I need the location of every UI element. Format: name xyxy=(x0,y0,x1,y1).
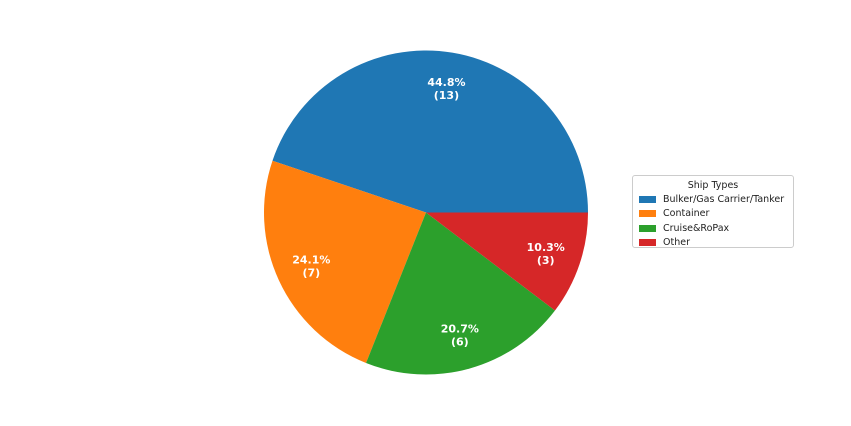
legend-swatch xyxy=(639,195,656,203)
pie-slice-2 xyxy=(366,212,555,375)
slice-count-label: (3) xyxy=(537,254,555,267)
slice-percent-label: 24.1% xyxy=(292,254,330,267)
pie-labels: 44.8%(13) 24.1%(7) 20.7%(6) 10.3%(3) xyxy=(292,76,565,348)
slice-percent-label: 10.3% xyxy=(527,241,565,254)
legend-label: Container xyxy=(663,208,710,220)
slice-percent-label: 44.8% xyxy=(427,76,465,89)
slice-count-label: (13) xyxy=(434,89,459,102)
legend-item-container: Container xyxy=(633,207,793,222)
legend-swatch xyxy=(639,239,656,247)
slice-percent-label: 20.7% xyxy=(441,322,479,335)
legend-label: Cruise&RoPax xyxy=(663,222,730,234)
pie-slice-3 xyxy=(426,212,588,311)
legend-item-cruise-ropax: Cruise&RoPax xyxy=(633,221,793,236)
slice-count-label: (6) xyxy=(451,335,469,348)
legend: Ship Types Bulker/Gas Carrier/Tanker Con… xyxy=(632,175,794,248)
legend-item-other: Other xyxy=(633,236,793,251)
slice-count-label: (7) xyxy=(302,267,320,280)
pie-slice-1 xyxy=(264,160,426,363)
legend-swatch xyxy=(639,224,656,232)
legend-label: Other xyxy=(663,237,690,249)
legend-label: Bulker/Gas Carrier/Tanker xyxy=(663,193,785,205)
legend-title: Ship Types xyxy=(687,180,739,191)
pie-slices xyxy=(264,50,588,375)
legend-item-bulker: Bulker/Gas Carrier/Tanker xyxy=(633,192,793,207)
pie-slice-0 xyxy=(272,50,588,213)
legend-swatch xyxy=(639,210,656,218)
